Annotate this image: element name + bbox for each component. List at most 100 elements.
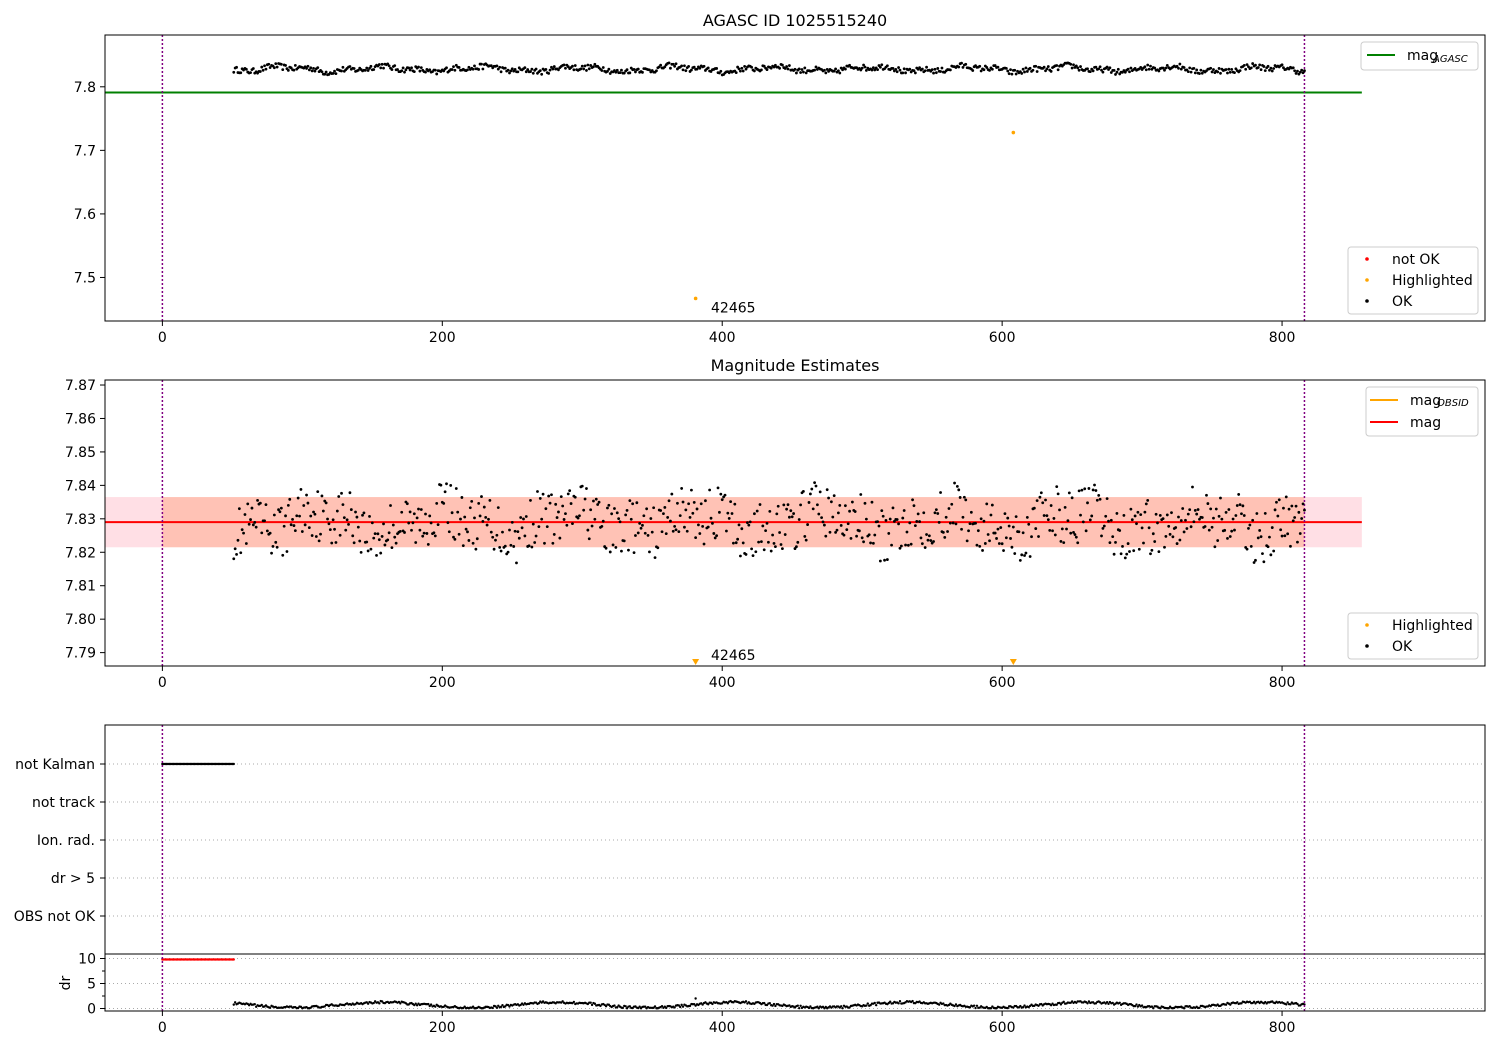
dr-point [660, 1004, 664, 1008]
ok-point [449, 484, 453, 487]
flags-xtick-label: 800 [1269, 1020, 1296, 1036]
ok-point [690, 68, 693, 72]
ok-point [373, 532, 377, 536]
ok-point [881, 514, 885, 518]
ok-point [1077, 68, 1081, 72]
ok-point [785, 507, 789, 511]
ok-point [503, 544, 507, 548]
ok-point [961, 515, 965, 519]
ok-point [814, 484, 818, 488]
ok-point [1128, 550, 1131, 553]
ok-point [969, 510, 973, 514]
ok-point [988, 539, 991, 543]
ok-point [1058, 508, 1061, 512]
legend-box [1347, 612, 1479, 660]
ok-point [331, 71, 335, 75]
ok-point [551, 541, 555, 545]
dr-point [873, 1001, 876, 1005]
dr-point [1289, 1003, 1292, 1006]
ok-point [760, 68, 763, 72]
dr-point [1118, 1001, 1121, 1005]
ok-point [552, 65, 556, 68]
ok-point [503, 66, 507, 70]
ok-point [1266, 545, 1270, 549]
ok-point [810, 487, 814, 491]
ok-point [543, 541, 546, 545]
ok-point [971, 69, 975, 72]
ok-point [1042, 514, 1046, 517]
ok-point [1108, 541, 1112, 545]
ok-point [1240, 512, 1243, 516]
ok-point [1091, 69, 1095, 73]
ok-point [834, 67, 837, 71]
dr-point [625, 1007, 629, 1010]
ok-point [649, 517, 653, 520]
ok-point [351, 534, 355, 538]
ok-point [1101, 526, 1105, 530]
ok-point [718, 510, 721, 514]
ok-point [946, 530, 949, 533]
ok-point [1137, 547, 1141, 551]
ok-point [484, 515, 488, 519]
ok-point [1035, 70, 1039, 73]
ok-point [1098, 497, 1102, 501]
ok-point [1277, 498, 1281, 502]
dr-point [624, 1005, 627, 1008]
ok-point [1153, 66, 1157, 70]
ok-point [613, 507, 616, 510]
ok-point [1021, 67, 1025, 71]
ok-point [398, 529, 402, 533]
ok-point [860, 66, 864, 70]
ok-point [249, 518, 252, 521]
ok-point [1034, 64, 1038, 68]
ok-point [859, 493, 863, 496]
ok-point [996, 527, 1000, 531]
ok-point [247, 522, 251, 526]
ok-point [306, 64, 310, 68]
ok-point [1118, 529, 1122, 532]
ok-point [912, 504, 916, 508]
ok-point [446, 521, 450, 525]
ok-point [1234, 514, 1238, 517]
dr-point [1240, 1002, 1243, 1005]
ok-point [694, 536, 698, 540]
ok-point [477, 501, 481, 505]
ok-point [466, 530, 469, 534]
ok-point [1059, 539, 1063, 543]
ok-point [653, 556, 657, 559]
ok-point [1046, 65, 1050, 68]
ok-point [1014, 72, 1018, 76]
ok-point [1212, 68, 1215, 71]
ok-point [1286, 532, 1290, 536]
ok-point [1069, 62, 1073, 66]
ok-point [442, 501, 446, 505]
ok-point [957, 488, 961, 492]
ok-point [719, 69, 723, 73]
ok-point [435, 72, 439, 76]
ok-point [736, 537, 740, 541]
ok-point [781, 547, 784, 551]
ok-point [576, 516, 580, 520]
ok-point [1007, 524, 1011, 528]
ok-point [673, 525, 677, 528]
ok-point [246, 502, 250, 506]
ok-point [911, 498, 914, 502]
ok-point [303, 523, 307, 527]
ok-point [284, 64, 287, 67]
ok-point [1216, 539, 1220, 542]
ok-point [513, 529, 517, 533]
ok-point [601, 519, 605, 523]
legend-marker [1365, 278, 1369, 282]
dr-point [942, 1002, 945, 1005]
ok-point [937, 520, 941, 524]
ok-point [860, 536, 864, 540]
ok-point [310, 534, 314, 537]
ok-point [1119, 552, 1123, 556]
ok-point [474, 547, 478, 551]
ok-point [669, 66, 672, 70]
ok-point [515, 561, 518, 565]
dr-point [865, 1004, 868, 1007]
ok-point [264, 67, 268, 71]
ok-point [629, 517, 633, 521]
ok-point [990, 503, 994, 507]
